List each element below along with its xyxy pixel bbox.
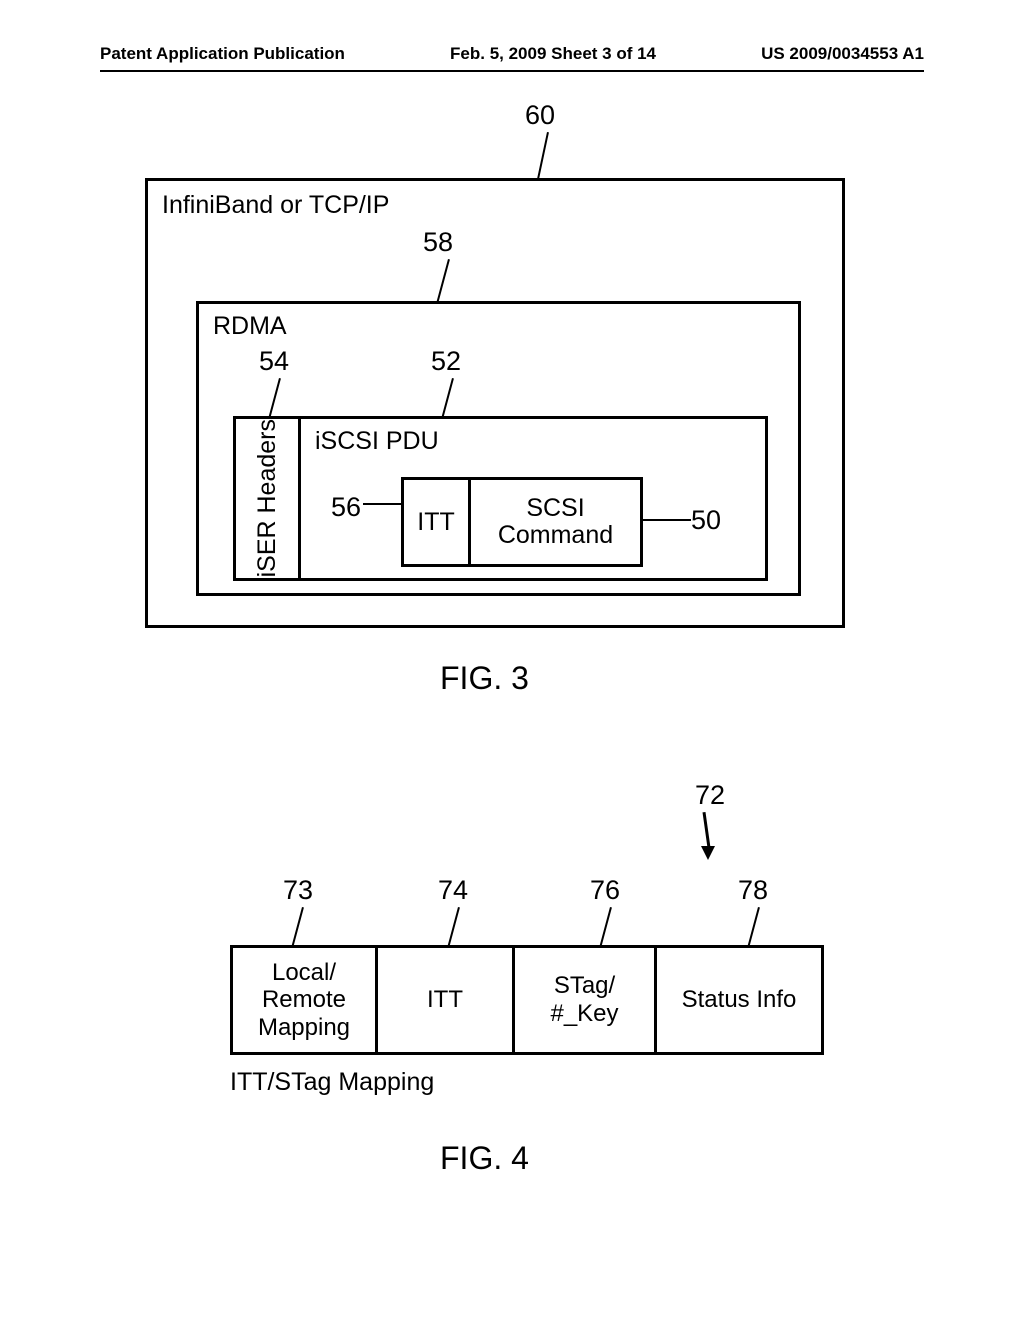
fig4-caption: FIG. 4 [440,1140,529,1177]
label-iscsi: iSCSI PDU [315,427,439,456]
table-caption: ITT/STag Mapping [230,1068,434,1097]
label-infiniband: InfiniBand or TCP/IP [162,191,389,220]
label-itt: ITT [417,508,455,537]
box-iser: iSER Headers [233,416,301,581]
ref-54: 54 [259,346,289,377]
cell1-l1: Local/ [272,959,336,987]
ref-73: 73 [283,875,313,906]
header-left: Patent Application Publication [100,44,345,64]
cell3-l1: STag/ [554,972,615,1000]
ref-50-line [643,519,691,521]
ref-74-line [448,907,460,946]
page-header: Patent Application Publication Feb. 5, 2… [0,44,1024,64]
header-right: US 2009/0034553 A1 [761,44,924,64]
cell-local-remote: Local/ Remote Mapping [230,945,378,1055]
box-outer: InfiniBand or TCP/IP 58 RDMA 54 52 iSER … [145,178,845,628]
cell-status: Status Info [654,945,824,1055]
ref-72: 72 [695,780,725,811]
header-center: Feb. 5, 2009 Sheet 3 of 14 [450,44,656,64]
ref-52-line [442,378,454,417]
cell-itt: ITT [375,945,515,1055]
ref-73-line [292,907,304,946]
box-rdma: RDMA 54 52 iSER Headers iSCSI PDU 56 ITT [196,301,801,596]
ref-60: 60 [525,100,555,131]
cell2: ITT [427,986,463,1014]
ref-78-line [748,907,760,946]
ref-50: 50 [691,505,721,536]
ref-76-line [600,907,612,946]
figure-4: 72 73 74 76 78 Local/ Remote Mapping ITT… [220,780,840,1140]
label-scsi-2: Command [498,522,613,550]
fig3-caption: FIG. 3 [440,660,529,697]
ref-52: 52 [431,346,461,377]
ref-78: 78 [738,875,768,906]
cell-stag: STag/ #_Key [512,945,657,1055]
box-itt: ITT [401,477,471,567]
ref-76: 76 [590,875,620,906]
ref-60-line [537,132,549,179]
label-rdma: RDMA [213,312,287,341]
label-iser: iSER Headers [253,419,282,577]
ref-58-line [437,259,450,302]
label-scsi-1: SCSI [526,495,584,523]
cell4: Status Info [682,986,797,1014]
ref-54-line [269,378,281,417]
ref-56-line [363,503,403,505]
box-scsi: SCSI Command [468,477,643,567]
cell1-l2: Remote [262,986,346,1014]
cell3-l2: #_Key [550,1000,618,1028]
figure-3: 60 InfiniBand or TCP/IP 58 RDMA 54 52 iS… [145,100,845,630]
header-rule [100,70,924,72]
cell1-l3: Mapping [258,1014,350,1042]
box-iscsi: iSCSI PDU 56 ITT SCSI Command 50 [298,416,768,581]
ref-58: 58 [423,227,453,258]
ref-74: 74 [438,875,468,906]
ref-56: 56 [331,492,361,523]
